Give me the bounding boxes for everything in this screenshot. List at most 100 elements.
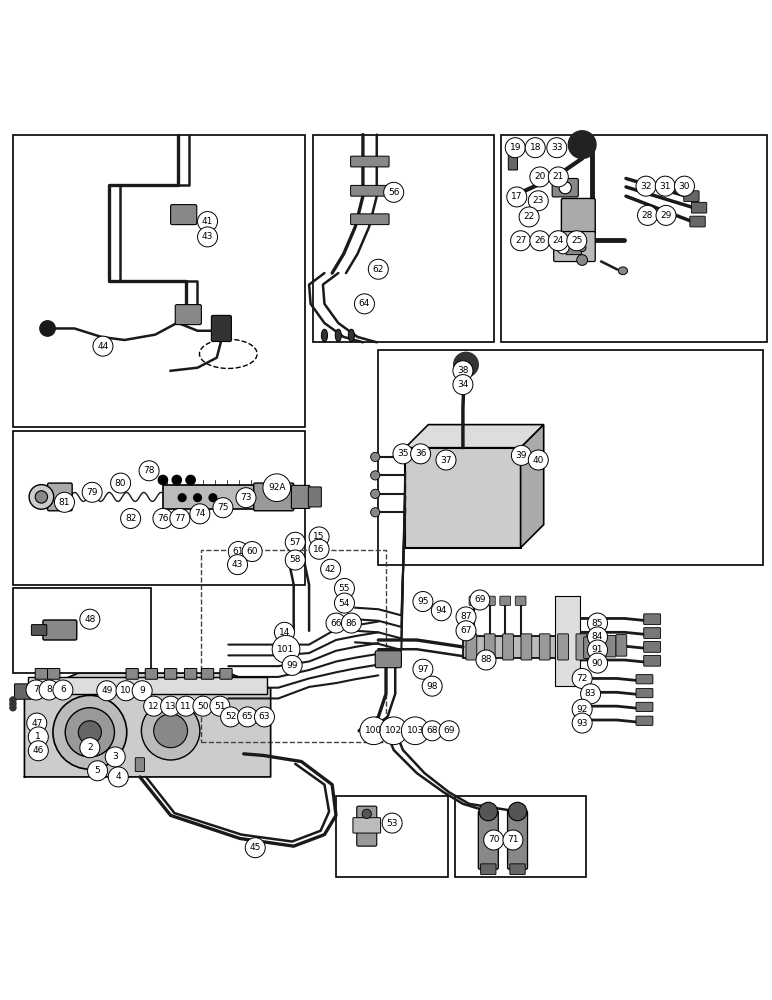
Circle shape <box>186 475 195 485</box>
Text: 92: 92 <box>577 705 587 714</box>
Text: 43: 43 <box>232 560 243 569</box>
FancyBboxPatch shape <box>201 668 214 679</box>
Text: 66: 66 <box>330 619 342 628</box>
FancyBboxPatch shape <box>684 191 699 202</box>
Circle shape <box>572 713 592 733</box>
Text: 68: 68 <box>426 726 438 735</box>
FancyBboxPatch shape <box>644 642 661 652</box>
Circle shape <box>176 696 196 716</box>
Circle shape <box>354 294 374 314</box>
FancyBboxPatch shape <box>636 675 653 684</box>
Circle shape <box>198 212 218 232</box>
Circle shape <box>96 681 117 701</box>
Bar <box>13 135 305 427</box>
Circle shape <box>371 452 380 462</box>
Circle shape <box>511 445 531 465</box>
Circle shape <box>548 167 568 187</box>
Circle shape <box>636 176 656 196</box>
Circle shape <box>110 473 130 493</box>
Polygon shape <box>555 596 580 686</box>
Circle shape <box>39 680 59 700</box>
Ellipse shape <box>348 329 354 342</box>
FancyBboxPatch shape <box>463 636 582 658</box>
Circle shape <box>144 696 164 716</box>
Text: 56: 56 <box>388 188 399 197</box>
Text: 79: 79 <box>86 488 98 497</box>
Text: 74: 74 <box>195 509 205 518</box>
Circle shape <box>401 717 429 745</box>
FancyBboxPatch shape <box>515 596 526 605</box>
FancyBboxPatch shape <box>503 634 513 660</box>
FancyBboxPatch shape <box>636 716 653 725</box>
Circle shape <box>393 444 413 464</box>
Text: 94: 94 <box>435 606 447 615</box>
FancyBboxPatch shape <box>29 677 267 694</box>
Text: 18: 18 <box>530 143 541 152</box>
Circle shape <box>432 601 452 621</box>
Text: 82: 82 <box>125 514 137 523</box>
Circle shape <box>154 714 188 748</box>
Circle shape <box>530 231 550 251</box>
Circle shape <box>27 713 47 733</box>
FancyBboxPatch shape <box>644 628 661 638</box>
FancyBboxPatch shape <box>540 634 550 660</box>
Text: 33: 33 <box>551 143 563 152</box>
Circle shape <box>53 680 73 700</box>
Text: 65: 65 <box>242 712 253 721</box>
Circle shape <box>29 741 49 761</box>
Circle shape <box>587 627 608 647</box>
FancyBboxPatch shape <box>353 818 381 833</box>
FancyBboxPatch shape <box>690 216 706 227</box>
Text: 52: 52 <box>225 712 236 721</box>
Circle shape <box>577 255 587 265</box>
FancyBboxPatch shape <box>357 806 377 846</box>
Polygon shape <box>25 673 271 777</box>
FancyBboxPatch shape <box>175 305 201 325</box>
Text: 38: 38 <box>457 366 469 375</box>
Text: 39: 39 <box>516 451 527 460</box>
Text: 37: 37 <box>440 456 452 465</box>
Circle shape <box>587 653 608 673</box>
Circle shape <box>320 559 340 579</box>
Text: 17: 17 <box>511 192 523 201</box>
Circle shape <box>236 488 256 508</box>
FancyBboxPatch shape <box>43 620 76 640</box>
Circle shape <box>547 138 567 158</box>
Circle shape <box>275 622 294 642</box>
Text: 46: 46 <box>32 746 44 755</box>
Text: 63: 63 <box>259 712 270 721</box>
Text: 81: 81 <box>59 498 70 507</box>
Text: 95: 95 <box>417 597 428 606</box>
Text: 67: 67 <box>460 626 472 635</box>
Polygon shape <box>405 425 543 448</box>
Circle shape <box>209 494 217 502</box>
Text: 58: 58 <box>290 555 301 564</box>
Bar <box>378 350 763 565</box>
Circle shape <box>255 707 275 727</box>
Text: 90: 90 <box>592 659 603 668</box>
FancyBboxPatch shape <box>48 483 72 511</box>
Text: 55: 55 <box>339 584 350 593</box>
Bar <box>501 135 767 342</box>
Text: 69: 69 <box>443 726 455 735</box>
Circle shape <box>190 504 210 524</box>
Circle shape <box>29 485 54 509</box>
Circle shape <box>210 696 230 716</box>
Text: 16: 16 <box>313 545 325 554</box>
Circle shape <box>309 539 329 559</box>
Circle shape <box>285 550 305 570</box>
Text: 49: 49 <box>101 686 113 695</box>
Circle shape <box>221 707 241 727</box>
Circle shape <box>116 681 136 701</box>
FancyBboxPatch shape <box>481 864 496 875</box>
Circle shape <box>10 701 16 707</box>
Circle shape <box>334 593 354 613</box>
FancyBboxPatch shape <box>616 635 627 656</box>
Text: 8: 8 <box>46 685 52 694</box>
Circle shape <box>80 609 100 629</box>
Text: 31: 31 <box>659 182 671 191</box>
FancyBboxPatch shape <box>466 634 477 660</box>
FancyBboxPatch shape <box>185 668 197 679</box>
Circle shape <box>384 182 404 202</box>
FancyBboxPatch shape <box>636 702 653 712</box>
